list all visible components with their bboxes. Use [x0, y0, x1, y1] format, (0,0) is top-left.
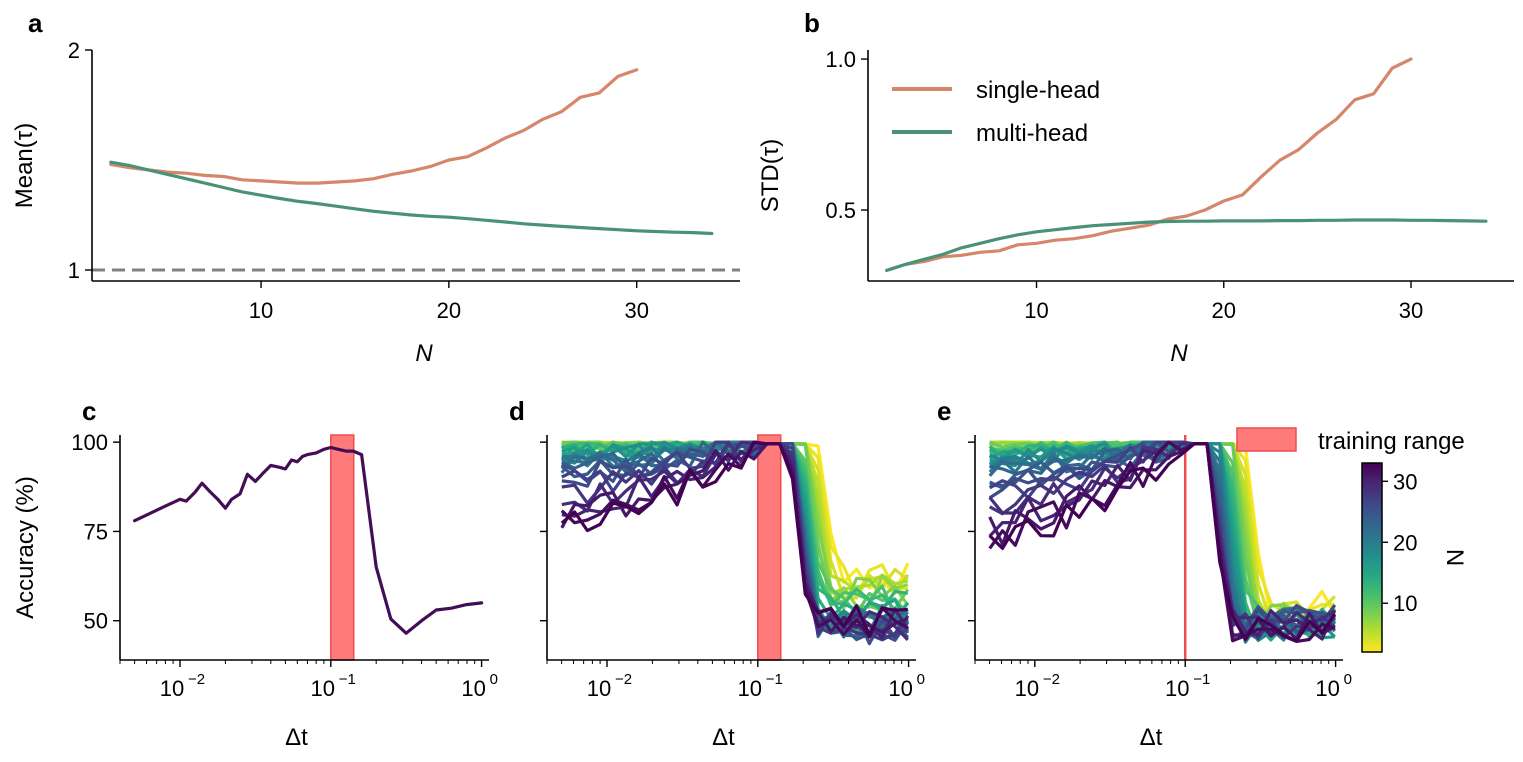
d-series-30 — [560, 440, 909, 639]
panel-b: 10 20 30 0.5 1.0 N STD(τ) b single-head multi-hea… — [757, 8, 1514, 367]
colorbar-tick-label: 30 — [1393, 469, 1417, 494]
c-panel-label: c — [82, 396, 96, 426]
d-series-27 — [561, 440, 909, 642]
a-xlabel: N — [415, 340, 433, 367]
d-series-13 — [561, 440, 910, 631]
e-xtick-label: 10 — [1165, 676, 1189, 701]
e-legend-swatch — [1236, 427, 1297, 452]
a-ylabel: Mean(τ) — [11, 123, 38, 209]
a-ytick-label: 1 — [68, 258, 80, 283]
e-xtick-exponent: −2 — [1043, 671, 1060, 688]
c-xtick-label: 10 — [160, 676, 184, 701]
b-xtick-label: 10 — [1024, 298, 1048, 323]
c-series-n-2 — [133, 445, 484, 635]
d-xtick-label: 10 — [888, 676, 912, 701]
c-ytick-label: 50 — [84, 609, 108, 634]
b-legend-label-multi-head: multi-head — [976, 120, 1088, 147]
e-series-25 — [988, 440, 1336, 639]
e-series-30 — [988, 440, 1336, 643]
d-xlabel: Δt — [712, 724, 735, 751]
c-xtick-exponent: 0 — [490, 671, 498, 688]
d-xtick-exponent: −2 — [615, 671, 632, 688]
e-panel-label: e — [937, 396, 951, 426]
c-xlabel: Δt — [285, 724, 308, 751]
b-series-single-head — [885, 57, 1413, 272]
e-series-31 — [988, 442, 1337, 643]
b-series-multi-head — [885, 218, 1488, 272]
d-xtick-label: 10 — [738, 676, 762, 701]
c-ytick-label: 100 — [71, 430, 108, 455]
d-series-31 — [560, 440, 908, 637]
c-xtick-exponent: −2 — [188, 671, 205, 688]
a-xtick-label: 20 — [437, 298, 461, 323]
c-ytick-label: 75 — [84, 519, 108, 544]
a-series-multi-head — [109, 160, 714, 236]
b-panel-label: b — [804, 8, 820, 38]
e-legend-label: training range — [1318, 428, 1465, 455]
c-training-range — [330, 434, 355, 661]
panel-a: 10 20 30 1 2 N Mean(τ) a — [11, 8, 740, 367]
b-legend-label-single-head: single-head — [976, 77, 1100, 104]
b-ytick-label: 1.0 — [825, 47, 856, 72]
colorbar-gradient — [1361, 462, 1383, 653]
b-xtick-label: 30 — [1399, 298, 1423, 323]
colorbar: 10 20 30 N — [1361, 462, 1468, 653]
colorbar-tick-label: 20 — [1393, 530, 1417, 555]
e-xlabel: Δt — [1140, 724, 1163, 751]
e-xtick-exponent: 0 — [1344, 671, 1352, 688]
c-xtick-label: 10 — [311, 676, 335, 701]
c-xtick-exponent: −1 — [339, 671, 356, 688]
e-xtick-label: 10 — [1315, 676, 1339, 701]
b-xtick-label: 20 — [1212, 298, 1236, 323]
d-xtick-exponent: 0 — [917, 671, 925, 688]
a-panel-label: a — [28, 8, 43, 38]
d-panel-label: d — [509, 396, 525, 426]
d-training-range — [757, 434, 782, 661]
e-legend: training range — [1236, 427, 1465, 455]
d-xtick-label: 10 — [587, 676, 611, 701]
a-series-single-head — [109, 68, 639, 185]
b-xlabel: N — [1170, 340, 1188, 367]
c-ylabel: Accuracy (%) — [12, 476, 39, 619]
b-legend: single-head multi-head — [892, 77, 1100, 147]
colorbar-tick-label: 10 — [1393, 591, 1417, 616]
a-xtick-label: 30 — [624, 298, 648, 323]
a-ytick-label: 2 — [68, 38, 80, 63]
b-ylabel: STD(τ) — [757, 139, 784, 212]
e-xtick-exponent: −1 — [1193, 671, 1210, 688]
a-xtick-label: 10 — [249, 298, 273, 323]
b-ytick-label: 0.5 — [825, 198, 856, 223]
d-xtick-exponent: −1 — [766, 671, 783, 688]
e-xtick-label: 10 — [1015, 676, 1039, 701]
c-xtick-label: 10 — [461, 676, 485, 701]
colorbar-label: N — [1441, 549, 1468, 566]
